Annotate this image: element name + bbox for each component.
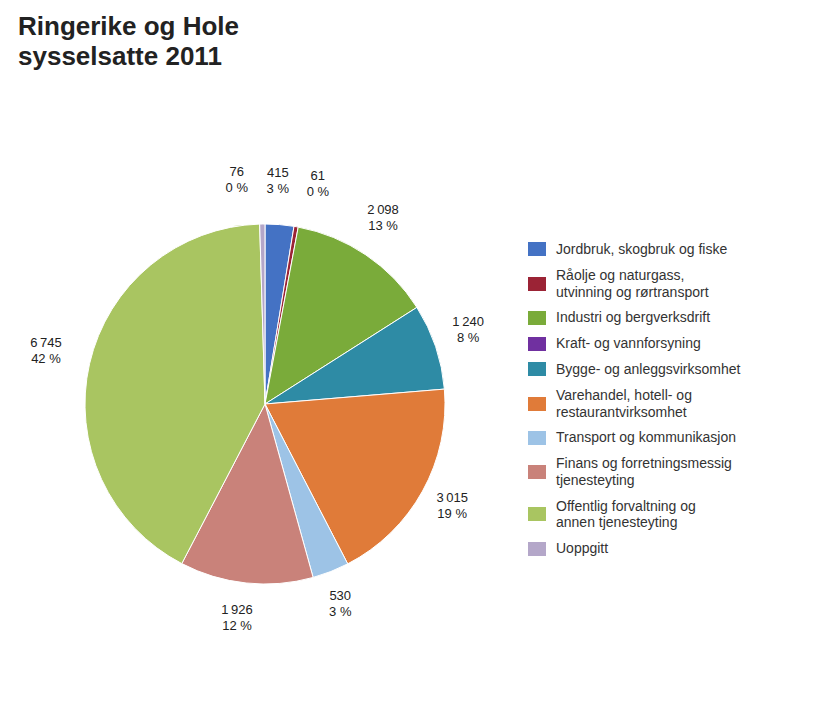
- svg-text:4153 %: 4153 %: [267, 165, 290, 196]
- html-text:Transport og kommunikasjon: Transport og kommunikasjon: [556, 429, 736, 446]
- svg-text:5303 %: 5303 %: [329, 588, 352, 619]
- html-text:Jordbruk, skogbruk og fiske: Jordbruk, skogbruk og fiske: [556, 240, 728, 257]
- svg-text:3 01519 %: 3 01519 %: [436, 490, 468, 521]
- svg-text:760 %: 760 %: [226, 164, 249, 195]
- html-text:Varehandel, hotell- og restaur: Varehandel, hotell- og restaurantvirksom…: [556, 386, 692, 420]
- html-text:Industri og bergverksdrift: Industri og bergverksdrift: [556, 309, 711, 326]
- html-text:Råolje og naturgass, utvinning: Råolje og naturgass, utvinning og rørtra…: [556, 266, 709, 300]
- html-text:Bygge- og anleggsvirksomhet: Bygge- og anleggsvirksomhet: [556, 360, 741, 377]
- html-text:Uoppgitt: Uoppgitt: [556, 540, 609, 557]
- svg-text:6 74542 %: 6 74542 %: [30, 335, 62, 366]
- svg-text:2 09813 %: 2 09813 %: [367, 202, 399, 233]
- svg-text:1 2408 %: 1 2408 %: [452, 314, 484, 345]
- svg-text:1 92612 %: 1 92612 %: [221, 602, 253, 633]
- html-text:Offentlig forvaltning og annen: Offentlig forvaltning og annen tjenestey…: [556, 497, 696, 531]
- svg-text:610 %: 610 %: [307, 168, 330, 199]
- html-text:Ringerike og Hole sysselsatte: Ringerike og Hole sysselsatte 2011: [18, 11, 239, 71]
- html-text:Kraft- og vannforsyning: Kraft- og vannforsyning: [556, 335, 701, 352]
- html-text:Finans og forretningsmessig tj: Finans og forretningsmessig tjenesteytin…: [556, 455, 732, 488]
